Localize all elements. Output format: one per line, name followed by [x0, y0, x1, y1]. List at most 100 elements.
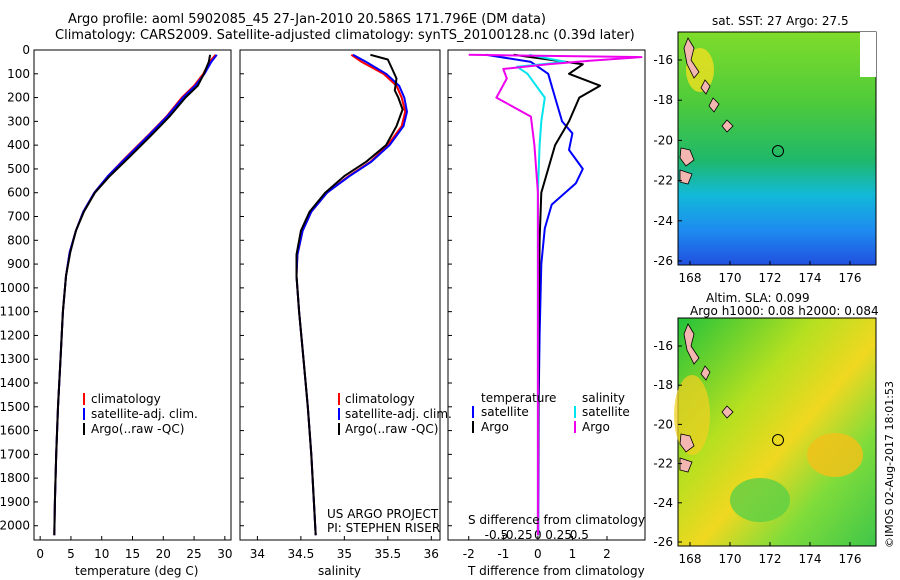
- t-diff-tick-label: 2: [603, 547, 611, 561]
- series-line-satellite-adj-clim-: [53, 54, 218, 536]
- salinity-tick-label: 36: [424, 547, 439, 561]
- sla-map: Altim. SLA: 0.099 Argo h1000: 0.08 h2000…: [674, 291, 879, 547]
- sla-high-patch: [807, 433, 863, 477]
- salinity-panel: [239, 49, 441, 541]
- depth-tick-label: 300: [7, 114, 30, 128]
- map-lon-tick-label: 176: [839, 271, 862, 285]
- island-outline: [683, 323, 700, 365]
- map-lat-tick-label: -18: [653, 93, 673, 107]
- temperature-tick-label: 20: [156, 547, 171, 561]
- map-lon-tick-label: 172: [759, 271, 782, 285]
- depth-tick-label: 700: [7, 210, 30, 224]
- legend-label: climatology: [91, 392, 161, 406]
- s-diff-tick-label: -0.5: [485, 528, 508, 542]
- map-lon-tick-label: 176: [839, 552, 862, 566]
- depth-tick-label: 1900: [0, 495, 30, 509]
- legend-head-salinity: salinity: [582, 391, 625, 405]
- depth-tick-label: 500: [7, 162, 30, 176]
- temperature-tick-label: 15: [125, 547, 140, 561]
- map-lat-tick-label: -26: [653, 254, 673, 268]
- island-outline: [721, 405, 734, 419]
- map-lon-tick-label: 170: [719, 552, 742, 566]
- depth-tick-label: 800: [7, 233, 30, 247]
- salinity-tick-label: 35.5: [374, 547, 401, 561]
- depth-tick-label: 1200: [0, 328, 30, 342]
- t-diff-tick-label: -1: [497, 547, 509, 561]
- temperature-tick-label: 30: [217, 547, 232, 561]
- s-diff-axis-label: S difference from climatology: [468, 513, 645, 527]
- temperature-tick-label: 0: [36, 547, 44, 561]
- series-line-climatology: [53, 54, 217, 536]
- salinity-tick-label: 34: [250, 547, 265, 561]
- depth-tick-label: 1700: [0, 447, 30, 461]
- map-lat-tick-label: -26: [653, 535, 673, 549]
- s-diff-tick-label: -0.25: [502, 528, 533, 542]
- difference-legend: temperature salinity satellite Argo sate…: [468, 391, 645, 527]
- depth-tick-label: 900: [7, 257, 30, 271]
- sst-map: sat. SST: 27 Argo: 27.5: [677, 14, 877, 266]
- legend-label: Argo: [582, 420, 610, 434]
- legend-label: Argo(..raw -QC): [91, 422, 184, 436]
- depth-tick-label: 1100: [0, 305, 30, 319]
- map-lat-tick-label: -22: [653, 457, 673, 471]
- depth-tick-label: 1400: [0, 376, 30, 390]
- depth-tick-label: 0: [22, 43, 30, 57]
- t-diff-tick-label: -2: [463, 547, 475, 561]
- legend-label: climatology: [345, 392, 415, 406]
- map-lon-tick-label: 168: [679, 271, 702, 285]
- legend-label: satellite-adj. clim.: [91, 407, 198, 421]
- s-diff-tick-label: 0.25: [545, 528, 572, 542]
- credit-pi: PI: STEPHEN RISER: [327, 521, 440, 535]
- warm-patch: [686, 48, 714, 92]
- series-line-temperature-argo: [513, 53, 602, 536]
- sst-map-title: sat. SST: 27 Argo: 27.5: [712, 14, 849, 28]
- sla-low-patch: [730, 478, 790, 522]
- island-outline: [700, 79, 711, 95]
- map-lat-tick-label: -22: [653, 174, 673, 188]
- island-outline: [721, 119, 734, 133]
- depth-tick-label: 2000: [0, 519, 30, 533]
- t-diff-tick-label: 0: [534, 547, 542, 561]
- no-data-patch: [860, 32, 876, 77]
- legend-head-temperature: temperature: [481, 391, 556, 405]
- salinity-axis-label: salinity: [318, 564, 361, 578]
- series-line-temperature-satellite: [485, 53, 584, 536]
- t-diff-tick-label: 1: [569, 547, 577, 561]
- temperature-tick-label: 10: [94, 547, 109, 561]
- salinity-tick-label: 34.5: [288, 547, 315, 561]
- series-line-salinity-argo: [468, 53, 643, 536]
- salinity-tick-label: 35: [337, 547, 352, 561]
- legend-label: Argo(..raw -QC): [345, 422, 438, 436]
- series-line-argo-raw-qc-: [53, 54, 212, 536]
- t-diff-axis-label: T difference from climatology: [467, 564, 645, 578]
- credit-project: US ARGO PROJECT: [327, 507, 439, 521]
- island-outline: [679, 457, 693, 473]
- map-lat-tick-label: -20: [653, 133, 673, 147]
- legend-label: satellite-adj. clim.: [345, 407, 452, 421]
- map-lat-tick-label: -16: [653, 53, 673, 67]
- map-lat-tick-label: -24: [653, 214, 673, 228]
- map-lon-tick-label: 168: [679, 552, 702, 566]
- timestamp-label: ©IMOS 02-Aug-2017 18:01:53: [883, 381, 896, 548]
- depth-tick-label: 1300: [0, 352, 30, 366]
- salinity-legend: climatology satellite-adj. clim. Argo(..…: [327, 392, 452, 535]
- temperature-legend: climatology satellite-adj. clim. Argo(..…: [83, 392, 198, 436]
- temperature-tick-label: 25: [186, 547, 201, 561]
- map-lon-tick-label: 170: [719, 271, 742, 285]
- series-line-argo-raw-qc-: [295, 53, 404, 536]
- depth-tick-label: 1000: [0, 281, 30, 295]
- depth-tick-label: 1500: [0, 400, 30, 414]
- series-line-climatology: [295, 53, 407, 536]
- island-outline: [700, 365, 711, 381]
- sla-map-title: Altim. SLA: 0.099: [706, 291, 810, 305]
- argo-location-marker: [772, 434, 784, 446]
- profile-title: Argo profile: aoml 5902085_45 27-Jan-201…: [68, 12, 546, 27]
- map-lon-tick-label: 174: [799, 271, 822, 285]
- climatology-title: Climatology: CARS2009. Satellite-adjuste…: [55, 28, 635, 43]
- map-lat-tick-label: -24: [653, 496, 673, 510]
- legend-label: satellite: [582, 405, 630, 419]
- depth-tick-label: 400: [7, 138, 30, 152]
- legend-label: satellite: [481, 405, 529, 419]
- island-outline: [679, 147, 695, 167]
